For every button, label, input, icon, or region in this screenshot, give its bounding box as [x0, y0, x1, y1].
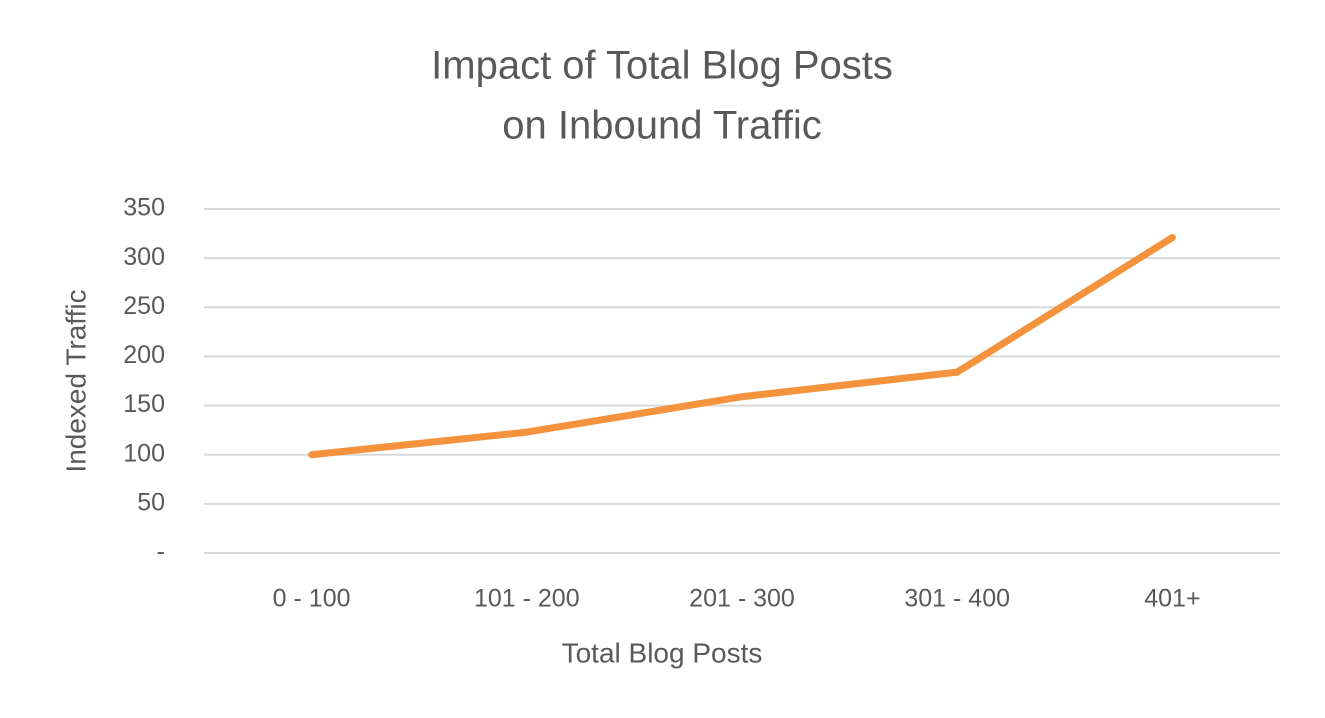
- x-tick-label: 101 - 200: [474, 585, 580, 613]
- y-tick-label: 100: [123, 439, 165, 467]
- y-tick-label: 250: [123, 292, 165, 320]
- y-axis-title: Indexed Traffic: [60, 289, 91, 472]
- x-tick-label: 401+: [1144, 585, 1200, 613]
- x-tick-label: 201 - 300: [689, 585, 795, 613]
- y-tick-label: 50: [137, 488, 165, 516]
- chart-title: Impact of Total Blog Posts: [431, 44, 893, 88]
- y-tick-label: 350: [123, 194, 165, 222]
- x-axis-title: Total Blog Posts: [562, 637, 763, 668]
- x-tick-label: 0 - 100: [273, 585, 351, 613]
- x-tick-label: 301 - 400: [904, 585, 1010, 613]
- y-tick-label: 150: [123, 390, 165, 418]
- y-tick-label: -: [157, 538, 165, 566]
- y-tick-label: 200: [123, 341, 165, 369]
- data-line: [308, 234, 1176, 459]
- y-tick-label: 300: [123, 243, 165, 271]
- chart-title: on Inbound Traffic: [502, 104, 822, 148]
